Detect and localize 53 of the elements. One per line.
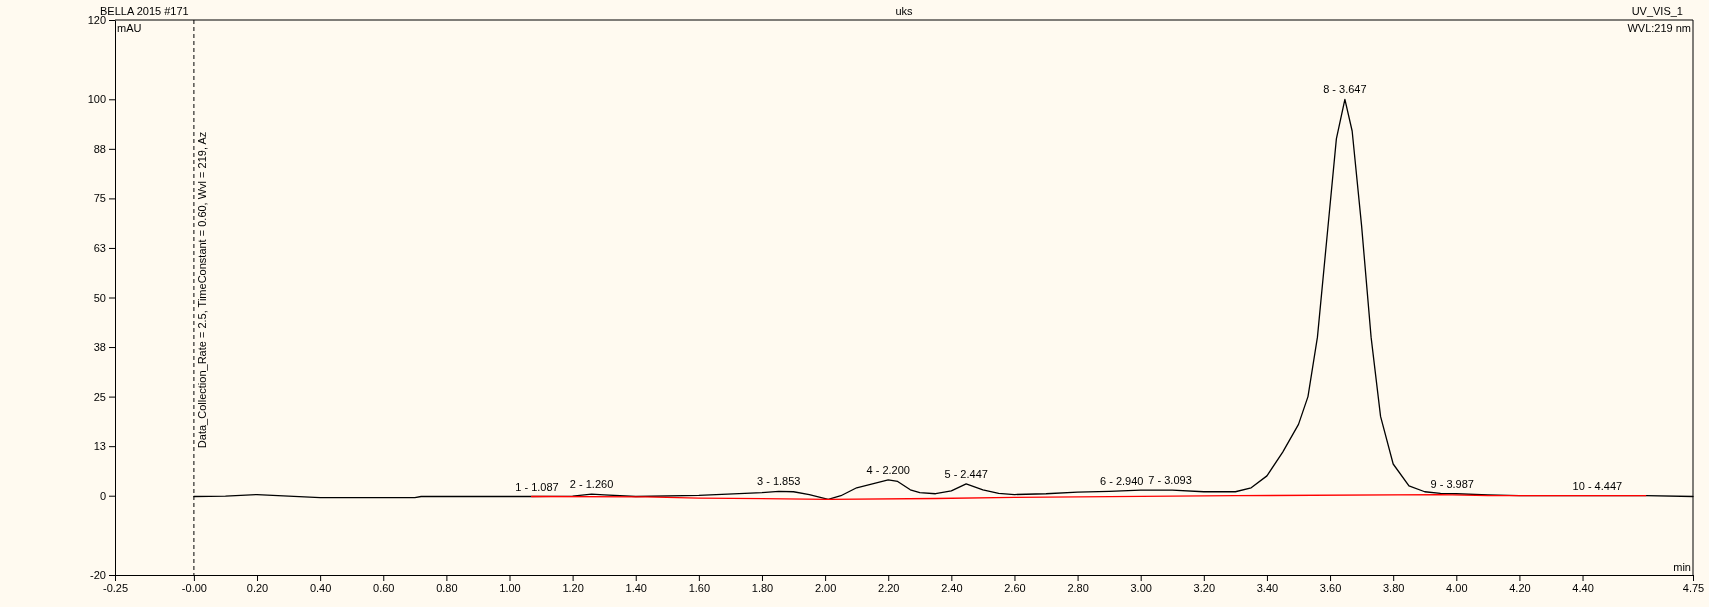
x-tick-label: 0.60: [373, 581, 395, 594]
annotation: 4 - 2.200: [866, 463, 910, 476]
x-tick-label: 3.80: [1382, 581, 1405, 594]
x-tick-label: 1.80: [751, 581, 774, 594]
x-tick-label: 1.20: [562, 581, 584, 594]
x-axis-title: min: [1673, 561, 1691, 573]
x-tick-label: 3.00: [1130, 581, 1152, 594]
annotation: 6 - 2.940: [1100, 474, 1144, 487]
chart-title: BELLA 2015 #171: [100, 5, 189, 17]
y-tick-label: 38: [93, 341, 106, 354]
x-tick-label: 3.60: [1319, 581, 1342, 594]
y-tick-label: 25: [93, 390, 106, 403]
x-tick-label: 2.00: [814, 581, 837, 594]
y-tick-label: 100: [87, 93, 106, 106]
x-tick-label: 4.75: [1682, 581, 1705, 594]
y-tick-label: 120: [87, 14, 106, 27]
annotation: 3 - 1.853: [757, 475, 801, 488]
x-tick-label: 0.20: [246, 581, 269, 594]
annotation: Data_Collection_Rate = 2.5, TimeConstant = 0.60, Wvl = 219, Az: [195, 131, 208, 449]
x-tick-label: 3.40: [1256, 581, 1279, 594]
annotation: 1 - 1.087: [515, 480, 559, 493]
text: UV_VIS_1: [1631, 5, 1683, 17]
x-tick-label: 0.40: [309, 581, 332, 594]
y-tick-label: 88: [93, 142, 106, 155]
x-tick-label: 2.20: [878, 581, 900, 594]
annotation: 9 - 3.987: [1430, 477, 1474, 490]
annotation: 2 - 1.260: [569, 478, 614, 491]
y-axis-title: mAU: [117, 22, 142, 34]
x-tick-label: 4.20: [1509, 581, 1531, 594]
x-tick-label: -0.00: [181, 581, 207, 594]
x-tick-label: 2.60: [1004, 581, 1026, 594]
annotation: WVL:219 nm: [1627, 22, 1691, 34]
annotation: 7 - 3.093: [1148, 474, 1192, 487]
x-tick-label: 0.80: [436, 581, 458, 594]
x-tick-label: 1.60: [688, 581, 711, 594]
y-tick-label: 63: [93, 241, 106, 254]
x-tick-label: 2.80: [1067, 581, 1089, 594]
x-tick-label: 4.00: [1446, 581, 1468, 594]
x-tick-label: -0.25: [102, 581, 129, 594]
y-tick-label: 13: [93, 440, 106, 453]
annotation: 10 - 4.447: [1572, 479, 1623, 492]
annotation: 5 - 2.447: [944, 467, 988, 480]
y-tick-label: 75: [93, 192, 106, 205]
chart-subtitle: uks: [895, 5, 914, 17]
x-tick-label: 3.20: [1193, 581, 1216, 594]
y-tick-label: 0: [99, 489, 106, 502]
x-tick-label: 1.40: [625, 581, 647, 594]
annotation: 8 - 3.647: [1323, 83, 1367, 96]
y-tick-label: -20: [90, 569, 106, 582]
x-tick-label: 4.40: [1572, 581, 1594, 594]
x-tick-label: 1.00: [499, 581, 521, 594]
x-tick-label: 2.40: [941, 581, 963, 594]
y-tick-label: 50: [93, 291, 106, 304]
